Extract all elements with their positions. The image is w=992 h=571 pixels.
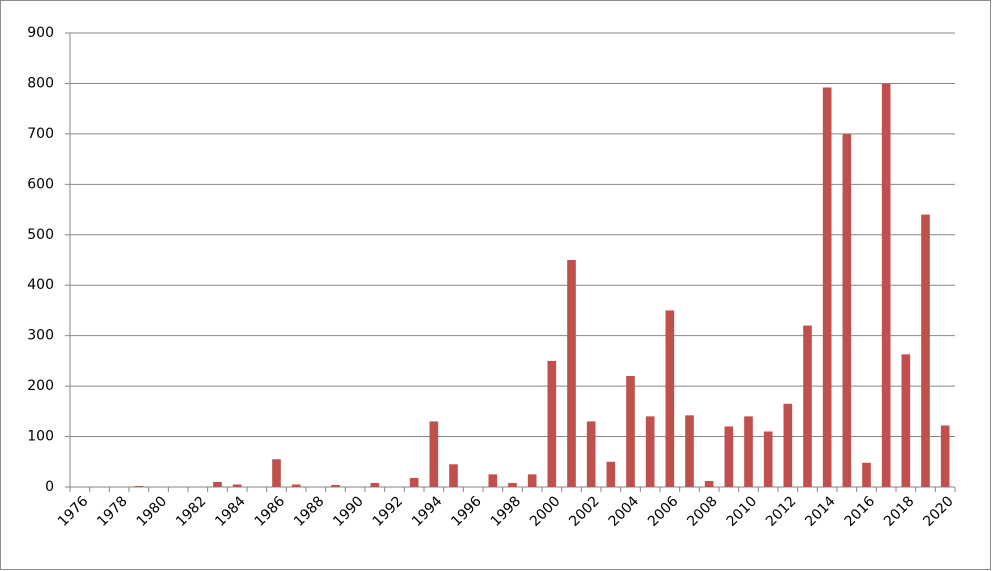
bar <box>232 484 242 487</box>
bar <box>744 416 753 487</box>
bar <box>645 416 655 487</box>
bar <box>547 360 557 487</box>
y-tick-label: 500 <box>27 227 54 243</box>
y-tick-label: 900 <box>27 25 54 41</box>
bar <box>567 260 576 487</box>
y-tick-label: 800 <box>27 75 54 91</box>
bar <box>213 481 222 487</box>
bar <box>881 83 891 487</box>
bar <box>862 462 871 487</box>
bar <box>606 461 616 487</box>
bar <box>783 403 793 487</box>
bar <box>921 214 930 487</box>
y-tick-label: 700 <box>27 126 54 142</box>
bar <box>134 485 144 487</box>
bar <box>409 477 419 487</box>
bar <box>508 482 517 487</box>
bar <box>370 482 380 487</box>
bar <box>527 474 537 487</box>
bar <box>272 459 281 487</box>
bar <box>763 431 773 487</box>
y-tick-label: 300 <box>27 328 54 344</box>
y-tick-label: 0 <box>45 479 54 495</box>
bar <box>291 484 301 487</box>
bar <box>842 133 852 487</box>
bar <box>488 474 498 487</box>
bar <box>449 464 458 487</box>
bar <box>665 310 675 487</box>
bar <box>685 415 694 487</box>
y-tick-label: 200 <box>27 378 54 394</box>
bar <box>586 421 596 487</box>
y-tick-label: 400 <box>27 277 54 293</box>
bar <box>940 425 950 487</box>
bar <box>331 484 340 487</box>
y-tick-label: 100 <box>27 429 54 445</box>
bar <box>901 354 911 487</box>
bar <box>822 87 832 487</box>
bar <box>803 325 812 487</box>
bar <box>429 421 439 487</box>
bar <box>724 426 734 487</box>
bar <box>704 480 714 487</box>
y-tick-label: 600 <box>27 176 54 192</box>
bar <box>626 376 635 487</box>
